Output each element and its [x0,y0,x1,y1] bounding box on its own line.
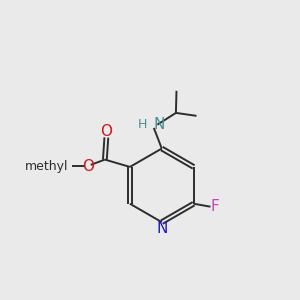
Text: methyl: methyl [25,160,69,172]
Text: F: F [211,199,220,214]
Text: O: O [82,158,94,173]
Text: H: H [138,118,147,131]
Text: N: N [154,117,165,132]
Text: O: O [100,124,112,139]
Text: N: N [156,221,167,236]
